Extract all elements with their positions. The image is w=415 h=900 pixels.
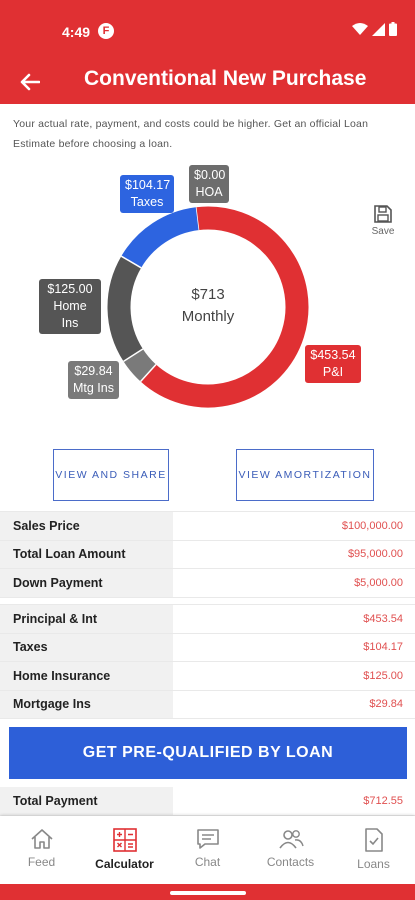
table-row: Principal & Int $453.54 — [0, 605, 415, 634]
total-payment-table: Total Payment $712.55 — [0, 787, 415, 816]
hoa-tag: $0.00 HOA — [189, 165, 229, 203]
back-button[interactable] — [14, 66, 46, 98]
row-label: Taxes — [0, 633, 173, 661]
system-navigation-bar — [0, 884, 415, 900]
page-title: Conventional New Purchase — [84, 67, 367, 90]
loan-summary-table: Sales Price $100,000.00 Total Loan Amoun… — [0, 511, 415, 598]
home-gesture-pill[interactable] — [170, 891, 246, 895]
pi-tag: $453.54 P&I — [305, 345, 361, 383]
status-bar: 4:49 F — [0, 0, 415, 60]
nav-label: Loans — [357, 857, 390, 871]
row-label: Principal & Int — [0, 605, 173, 633]
hoa-tag-amount: $0.00 — [194, 168, 226, 182]
table-row: Down Payment $5,000.00 — [0, 569, 415, 598]
pi-tag-amount: $453.54 — [310, 348, 356, 362]
arrow-left-icon — [20, 73, 40, 91]
total-label: Total Payment — [0, 787, 173, 815]
row-label: Mortgage Ins — [0, 690, 173, 718]
home-ins-tag: $125.00 Home Ins — [39, 279, 101, 334]
taxes-tag-label: Taxes — [130, 195, 164, 209]
app-notification-icon: F — [98, 23, 114, 39]
nav-item-feed[interactable]: Feed — [0, 816, 83, 884]
row-value: $95,000.00 — [347, 548, 403, 561]
donut-slice-taxes — [121, 207, 199, 269]
system-icons — [352, 22, 397, 36]
table-row: Home Insurance $125.00 — [0, 662, 415, 691]
donut-slice-p-i — [140, 206, 309, 408]
bottom-navigation: Feed Calculator Chat Contacts Loans — [0, 816, 415, 884]
payment-breakdown-table: Principal & Int $453.54 Taxes $104.17 Ho… — [0, 604, 415, 719]
contacts-icon — [278, 830, 304, 849]
monthly-label: Monthly — [181, 308, 235, 325]
save-button[interactable]: Save — [368, 205, 398, 237]
app-bar: Conventional New Purchase — [0, 60, 415, 104]
table-row: Taxes $104.17 — [0, 633, 415, 662]
table-row: Sales Price $100,000.00 — [0, 512, 415, 541]
signal-icon — [372, 22, 385, 36]
total-value: $712.55 — [363, 794, 403, 807]
hoa-tag-label: HOA — [195, 185, 223, 199]
nav-item-chat[interactable]: Chat — [166, 816, 249, 884]
row-label: Home Insurance — [0, 662, 173, 690]
donut-chart — [107, 206, 309, 408]
donut-slice-mtg-ins — [123, 348, 157, 382]
nav-item-contacts[interactable]: Contacts — [249, 816, 332, 884]
table-row: Total Loan Amount $95,000.00 — [0, 540, 415, 569]
wifi-icon — [352, 22, 368, 35]
payment-breakdown-chart: $713 Monthly $104.17 Taxes $0.00 HOA $12… — [0, 160, 415, 440]
mtg-ins-tag: $29.84 Mtg Ins — [68, 361, 119, 399]
nav-label: Contacts — [266, 855, 315, 869]
table-row: Total Payment $712.55 — [0, 787, 415, 816]
nav-label: Feed — [27, 855, 56, 869]
mtg-ins-tag-amount: $29.84 — [74, 364, 113, 378]
donut-slice-home-ins — [107, 256, 144, 362]
nav-label: Chat — [194, 855, 221, 869]
document-check-icon — [364, 828, 383, 852]
home-icon — [30, 829, 53, 849]
slice-separator — [140, 363, 157, 383]
view-and-share-button[interactable]: VIEW AND SHARE — [53, 449, 169, 501]
row-value: $125.00 — [363, 669, 403, 682]
monthly-amount: $713 — [191, 286, 225, 303]
slice-separator — [123, 348, 144, 363]
row-label: Sales Price — [0, 512, 173, 540]
taxes-tag-amount: $104.17 — [125, 178, 171, 192]
save-icon — [374, 205, 392, 223]
row-value: $29.84 — [369, 698, 403, 711]
chat-icon — [196, 829, 219, 849]
nav-label: Calculator — [95, 857, 154, 871]
battery-icon — [389, 22, 397, 36]
row-label: Down Payment — [0, 569, 173, 597]
save-label: Save — [371, 226, 395, 237]
home-ins-tag-amount: $125.00 — [47, 282, 93, 296]
row-value: $5,000.00 — [354, 576, 403, 589]
status-time: 4:49 — [62, 24, 91, 40]
row-value: $104.17 — [363, 641, 403, 654]
taxes-tag: $104.17 Taxes — [120, 175, 174, 213]
get-pre-qualified-button[interactable]: GET PRE-QUALIFIED BY LOAN — [9, 727, 407, 779]
nav-item-calculator[interactable]: Calculator — [83, 816, 166, 884]
row-value: $100,000.00 — [341, 519, 403, 532]
pi-tag-label: P&I — [322, 365, 344, 379]
mtg-ins-tag-label: Mtg Ins — [73, 381, 114, 395]
row-value: $453.54 — [363, 612, 403, 625]
view-amortization-button[interactable]: VIEW AMORTIZATION — [236, 449, 374, 501]
row-label: Total Loan Amount — [0, 540, 173, 568]
home-ins-tag-label: Home Ins — [53, 299, 87, 330]
nav-item-loans[interactable]: Loans — [332, 816, 415, 884]
slice-separator — [120, 255, 142, 269]
calculator-icon — [112, 828, 137, 852]
slice-separator — [195, 207, 200, 231]
disclaimer-text: Your actual rate, payment, and costs cou… — [13, 118, 369, 150]
table-row: Mortgage Ins $29.84 — [0, 690, 415, 719]
